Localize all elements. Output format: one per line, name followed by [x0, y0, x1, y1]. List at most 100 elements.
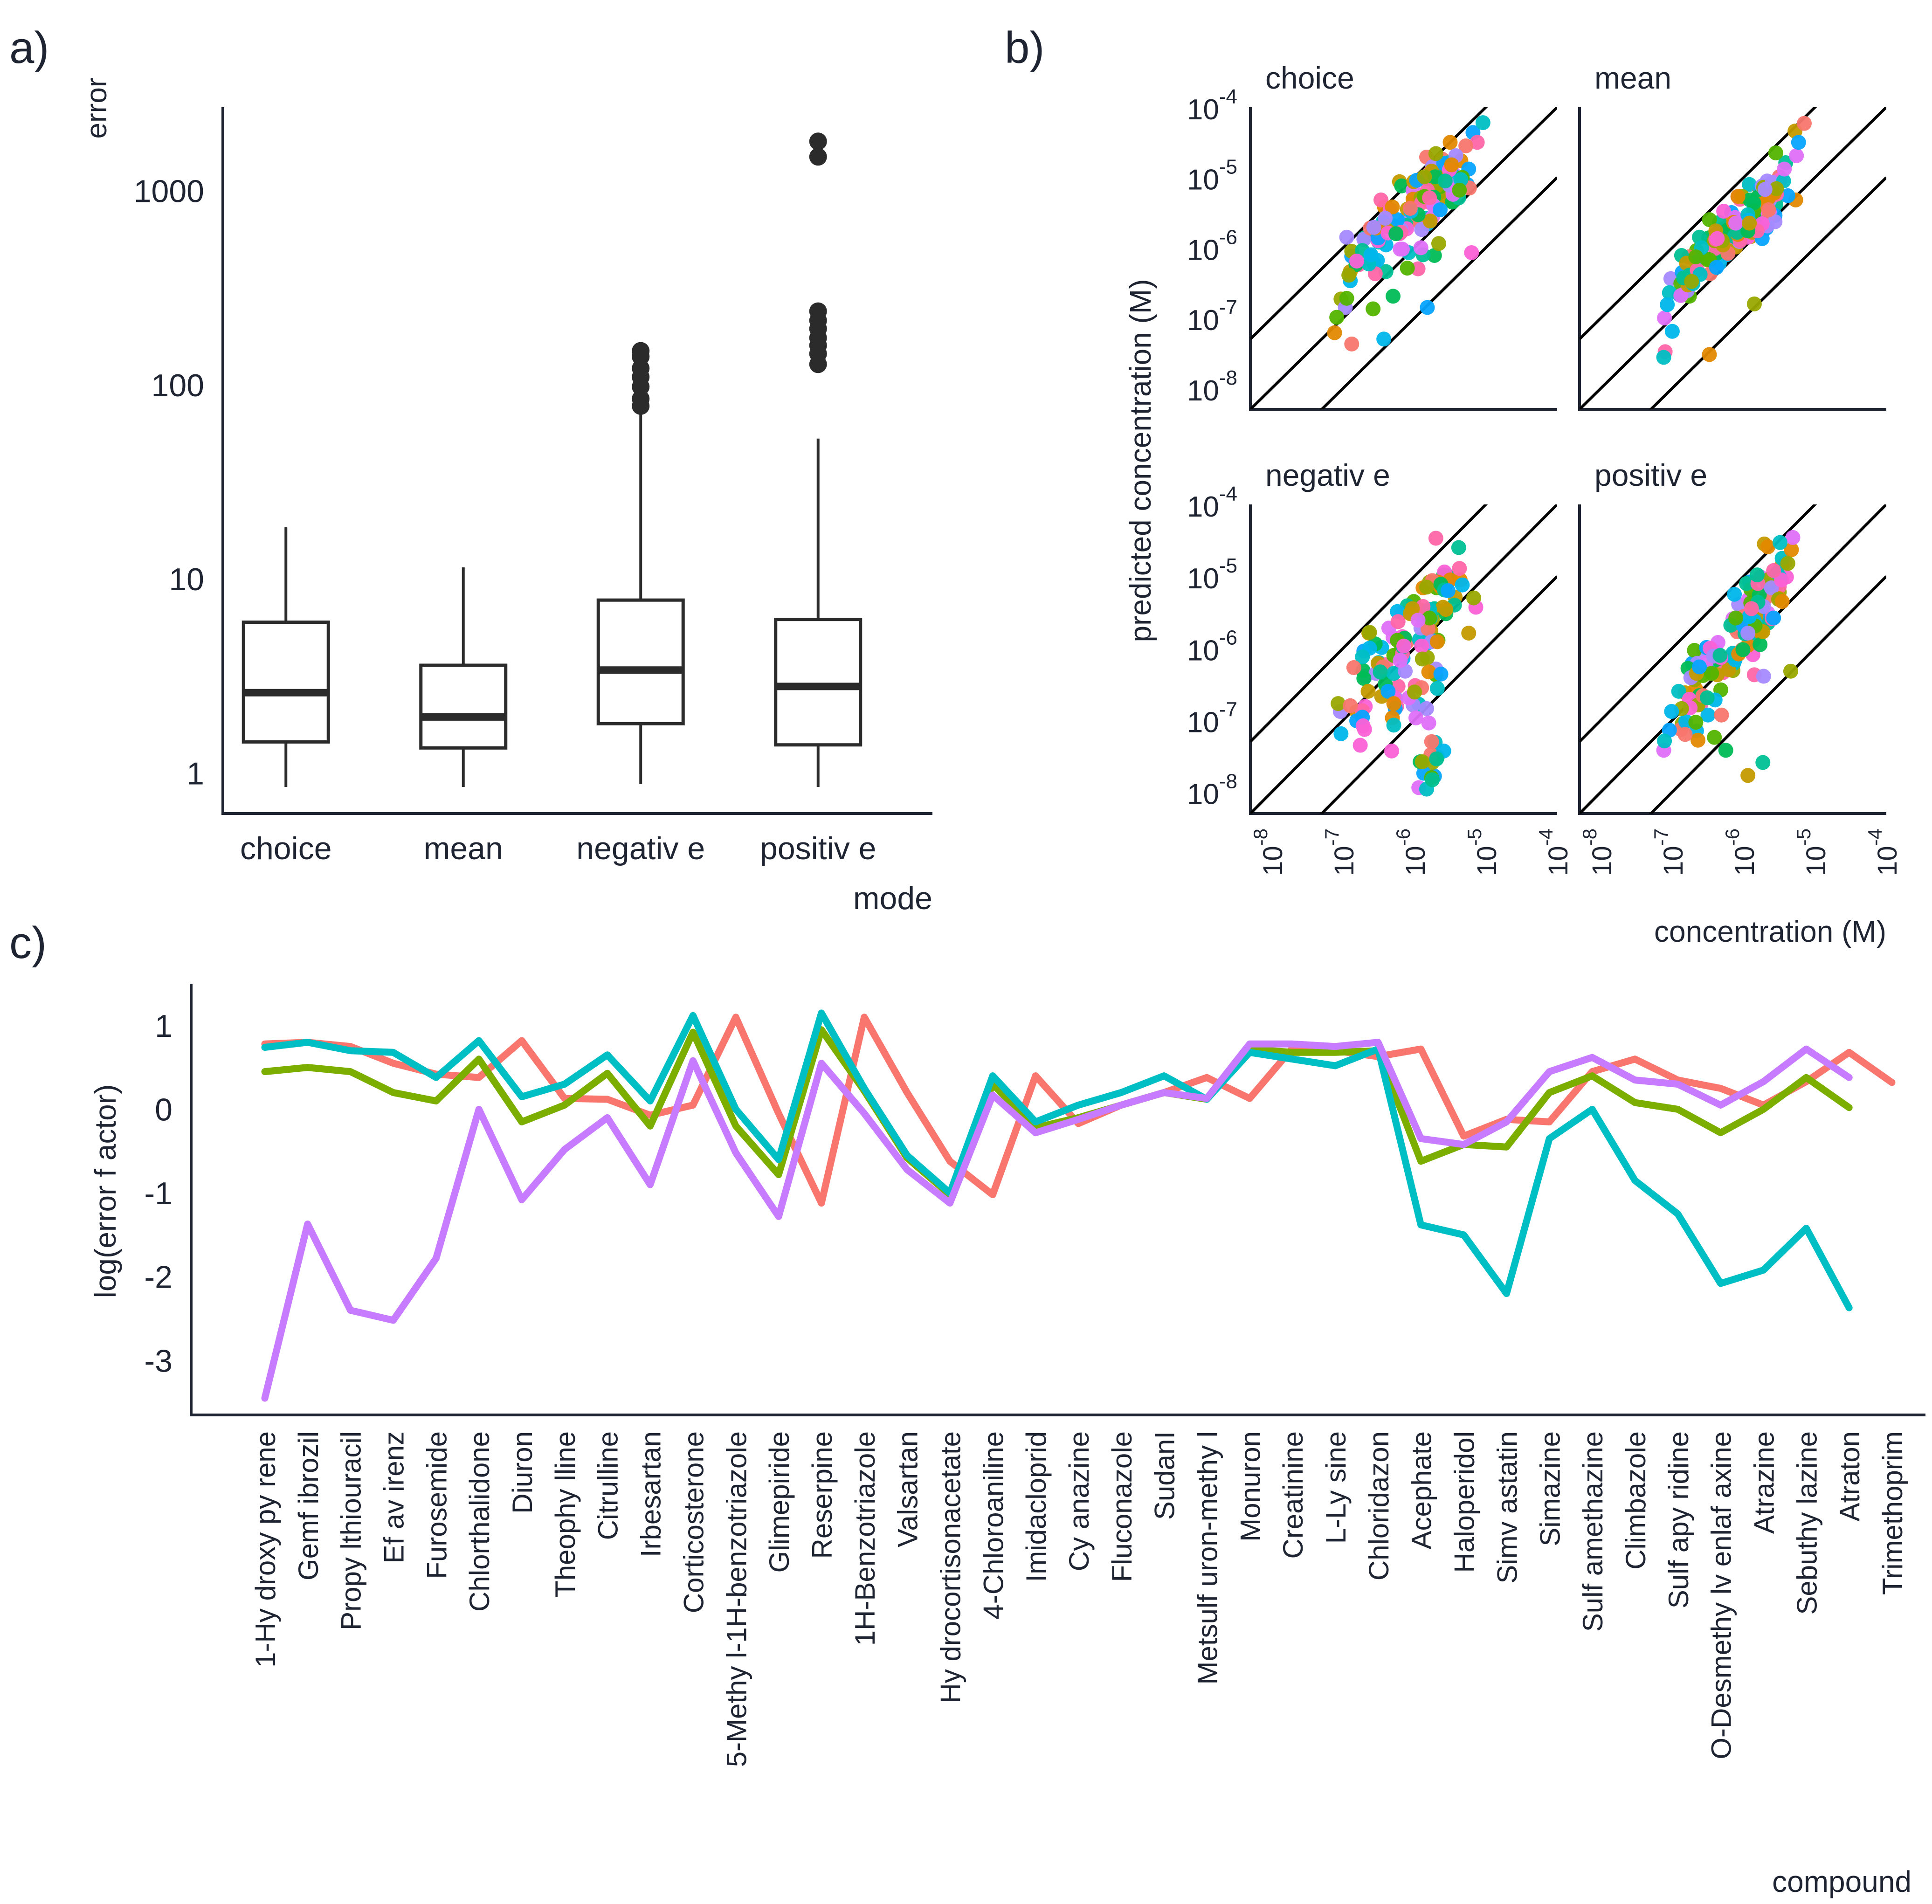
- tick-exponent: -8: [1579, 828, 1601, 846]
- scatter-point: [1410, 613, 1426, 628]
- tick-base: 10: [1472, 846, 1502, 876]
- diagonal-line: [1580, 107, 1817, 340]
- tick-base: 10: [1187, 779, 1219, 811]
- scatter-point: [1419, 701, 1434, 716]
- scatter-point: [1756, 669, 1771, 684]
- x-tick-label: Metsulf uron-methy l: [1192, 1431, 1223, 1685]
- tick-base: 10: [1187, 491, 1219, 523]
- x-tick-label: Simazine: [1534, 1431, 1566, 1546]
- scatter-point: [1349, 254, 1365, 269]
- scatter-point: [1461, 625, 1477, 641]
- x-tick-label: Furosemide: [421, 1431, 452, 1579]
- y-axis-label: predicted concentration (M): [1124, 279, 1157, 642]
- scatter-point: [1755, 755, 1771, 770]
- tick-exponent: -4: [1219, 85, 1237, 108]
- scatter-point: [1360, 683, 1376, 699]
- box-2: [596, 342, 685, 784]
- y-tick-label: 1: [155, 1008, 172, 1044]
- scatter-point: [1742, 215, 1757, 231]
- scatter-point: [1780, 556, 1795, 571]
- y-tick-label: 10-8: [1187, 770, 1237, 811]
- reference-lines: [1250, 107, 1557, 409]
- scatter-point: [1410, 261, 1426, 276]
- scatter-point: [1716, 204, 1732, 219]
- scatter-point: [1777, 161, 1792, 177]
- x-tick-label: Sulf apy ridine: [1663, 1431, 1694, 1608]
- diagonal-line: [1319, 575, 1557, 814]
- scatter-point: [1421, 715, 1436, 731]
- x-tick-label: Chlorthalidone: [464, 1431, 495, 1612]
- scatter-point: [1333, 726, 1349, 741]
- scatter-point: [1797, 116, 1812, 131]
- x-tick-label: choice: [240, 831, 332, 866]
- tick-base: 10: [1187, 94, 1219, 126]
- tick-base: 10: [1187, 635, 1219, 667]
- outlier-point: [632, 342, 650, 360]
- scatter-point: [1673, 288, 1689, 303]
- scatter-point: [1684, 274, 1699, 289]
- scatter-point: [1331, 696, 1346, 711]
- scatter-point: [1700, 707, 1716, 723]
- box-0: [242, 527, 330, 787]
- outlier-point: [809, 132, 827, 151]
- scatter-point: [1438, 602, 1454, 617]
- tick-base: 10: [1187, 563, 1219, 595]
- y-tick-label: -2: [145, 1260, 172, 1295]
- scatter-point: [1341, 268, 1357, 283]
- scatter-point: [1769, 181, 1784, 196]
- scatter-point: [1414, 754, 1430, 769]
- scatter-point: [1718, 743, 1733, 758]
- scatter-point: [1780, 188, 1795, 203]
- scatter-point: [1664, 704, 1679, 719]
- scatter-point: [1740, 625, 1756, 641]
- scatter-point: [1785, 530, 1801, 545]
- scatter-point: [1427, 248, 1442, 263]
- tick-exponent: -8: [1219, 770, 1237, 793]
- scatter-point: [1422, 190, 1437, 206]
- x-tick-label: 10-6: [1392, 828, 1431, 876]
- axes-c: [190, 984, 1925, 1416]
- scatter-point: [1388, 226, 1404, 241]
- scatter-point: [1339, 290, 1354, 306]
- scatter-point: [1664, 324, 1680, 339]
- scatter-point: [1791, 135, 1806, 150]
- tick-base: 10: [1329, 846, 1359, 876]
- facet-title: choice: [1265, 61, 1354, 95]
- scatter-point: [1709, 260, 1724, 275]
- box-3: [774, 132, 862, 787]
- box-iqr: [419, 663, 508, 750]
- scatter-point: [1386, 696, 1401, 711]
- y-tick-label: 10: [169, 562, 204, 597]
- y-tick-label: 100: [152, 368, 204, 403]
- x-tick-label: 10-8: [1249, 828, 1288, 876]
- scatter-point: [1422, 214, 1438, 229]
- x-axis-label: mode: [853, 881, 932, 916]
- x-tick-label: Reserpine: [807, 1431, 838, 1559]
- scatter-point: [1452, 561, 1467, 576]
- points: [1656, 530, 1801, 783]
- tick-exponent: -7: [1219, 296, 1237, 319]
- scatter-point: [1768, 145, 1783, 160]
- tick-base: 10: [1587, 846, 1617, 876]
- diagonal-line: [1250, 107, 1557, 409]
- scatter-point: [1366, 301, 1381, 317]
- x-tick-label: Irbesartan: [635, 1431, 667, 1557]
- scatter-point: [1407, 684, 1422, 700]
- x-tick-label: 4-Chloroaniline: [978, 1431, 1009, 1620]
- x-tick-label: 1H-Benzotriazole: [849, 1431, 881, 1646]
- box-iqr: [242, 621, 330, 744]
- scatter-point: [1727, 586, 1742, 602]
- x-tick-label: Theophy lline: [550, 1431, 581, 1598]
- scatter-point: [1424, 734, 1439, 749]
- scatter-point: [1417, 169, 1432, 185]
- outlier-point: [809, 148, 827, 166]
- scatter-point: [1400, 261, 1415, 276]
- tick-exponent: -5: [1793, 828, 1815, 846]
- series-line-negative: [261, 1009, 1853, 1311]
- x-tick-label: 10-5: [1463, 828, 1502, 876]
- y-tick-label: 10-6: [1187, 226, 1237, 266]
- scatter-point: [1433, 202, 1448, 218]
- scatter-point: [1363, 247, 1379, 262]
- y-tick-label: 10-7: [1187, 698, 1237, 739]
